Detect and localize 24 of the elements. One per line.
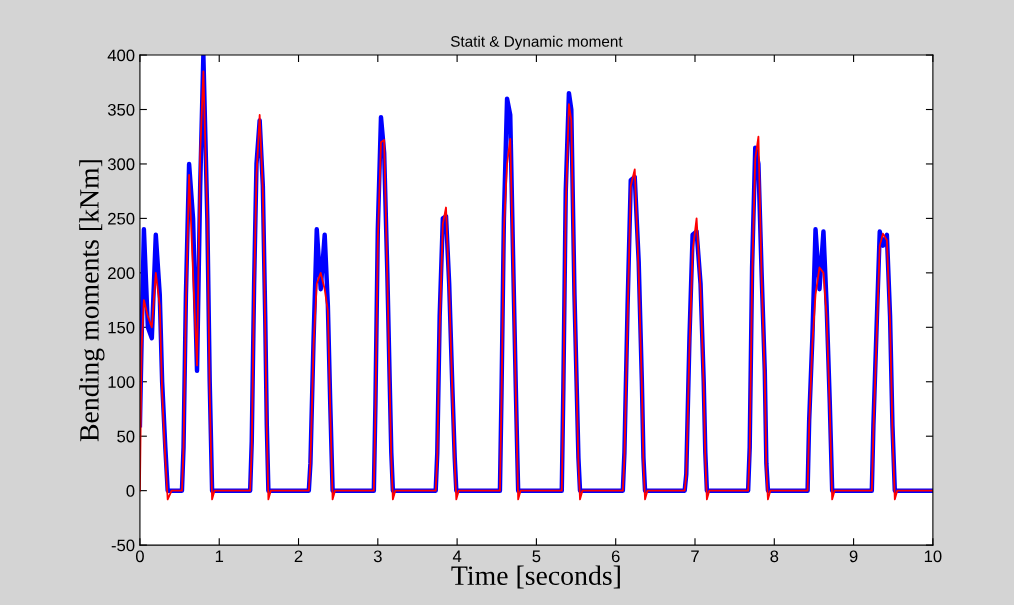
x-tick-label: 7 xyxy=(691,550,699,563)
y-tick-label: 400 xyxy=(107,49,135,62)
y-tick-label: 0 xyxy=(126,485,135,497)
x-tick-label: 9 xyxy=(849,550,858,563)
x-tick-label: 5 xyxy=(532,550,541,563)
y-tick-label: 300 xyxy=(107,158,135,171)
x-tick-label: 4 xyxy=(452,550,462,563)
x-tick-label: 1 xyxy=(215,550,224,563)
y-tick-label: 50 xyxy=(117,430,135,443)
x-axis-title: Time [seconds] xyxy=(451,565,620,589)
y-tick-label: 100 xyxy=(108,376,135,388)
y-tick-label: 350 xyxy=(107,103,135,116)
x-tick-label: 3 xyxy=(373,550,382,563)
x-tick-label: 0 xyxy=(135,550,144,563)
y-tick-label: 200 xyxy=(108,267,135,280)
y-tick-label: -50 xyxy=(111,539,135,552)
x-tick-label: 8 xyxy=(770,550,779,563)
y-axis-title: Bending moments [kNm] xyxy=(79,160,105,442)
y-tick-label: 250 xyxy=(108,212,135,225)
x-tick-label: 6 xyxy=(611,550,620,563)
x-tick-label: 10 xyxy=(924,550,942,563)
y-tick-label: 150 xyxy=(108,321,135,334)
x-tick-label: 2 xyxy=(294,550,303,563)
chart-title: Statit & Dynamic moment xyxy=(450,35,623,50)
